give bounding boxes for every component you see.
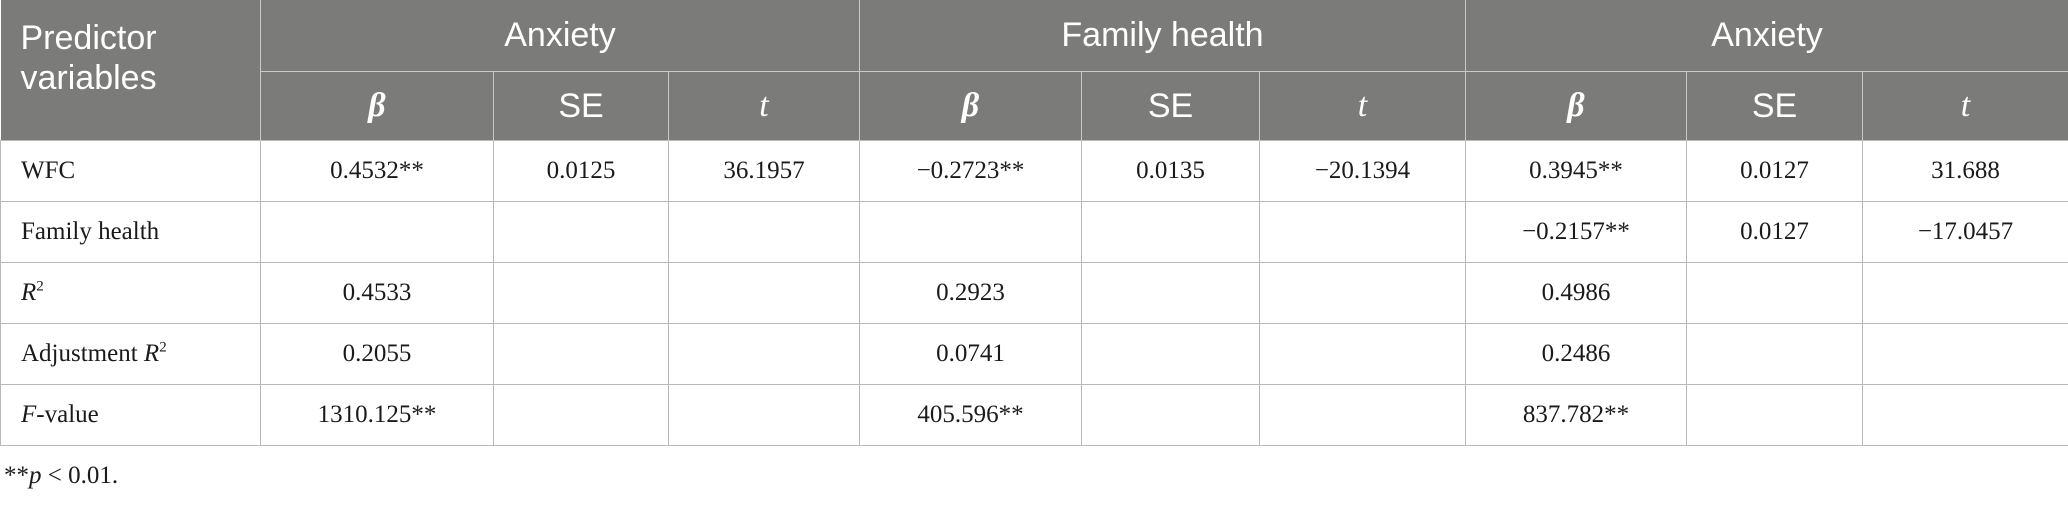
superscript: 2	[36, 278, 44, 295]
table-footnote: **p < 0.01.	[4, 462, 118, 490]
se-header: SE	[1081, 71, 1260, 141]
label-suffix: -value	[36, 401, 99, 428]
se-header: SE	[493, 71, 669, 141]
group-header-anxiety-1: Anxiety	[260, 0, 860, 72]
table-row-f-value: F-value 1310.125** 405.596** 837.782**	[0, 384, 2068, 446]
table-cell: 0.0127	[1686, 140, 1863, 202]
header-row-stats: β SE t β SE t β SE t	[1, 71, 2068, 141]
table-cell: −20.1394	[1259, 140, 1466, 202]
row-label: Family health	[0, 201, 261, 263]
row-label: R2	[0, 262, 261, 324]
table-cell	[1081, 323, 1260, 385]
table-cell	[260, 201, 494, 263]
table-cell	[668, 201, 860, 263]
table-cell	[668, 262, 860, 324]
beta-header: β	[859, 71, 1082, 141]
table-cell	[1862, 384, 2068, 446]
row-label: WFC	[0, 140, 261, 202]
t-header: t	[1259, 71, 1466, 141]
table-cell	[493, 323, 669, 385]
table-cell	[1259, 262, 1466, 324]
t-header: t	[668, 71, 860, 141]
f-symbol: F	[21, 401, 37, 428]
table-cell: 837.782**	[1465, 384, 1687, 446]
table-cell: 0.4532**	[260, 140, 494, 202]
predictor-variables-header: Predictor variables	[0, 0, 261, 141]
footnote-text: < 0.01.	[41, 462, 119, 489]
table-cell: 405.596**	[859, 384, 1082, 446]
table-cell: 0.4986	[1465, 262, 1687, 324]
group-header-family-health: Family health	[859, 0, 1466, 72]
table-row-adjusted-r-squared: Adjustment R2 0.2055 0.0741 0.2486	[0, 323, 2068, 385]
table-cell	[1686, 384, 1863, 446]
table-cell: 31.688	[1862, 140, 2068, 202]
table-row-r-squared: R2 0.4533 0.2923 0.4986	[0, 262, 2068, 324]
table-cell: 0.3945**	[1465, 140, 1687, 202]
table-cell	[1081, 262, 1260, 324]
header-row-groups: Predictor variables Anxiety Family healt…	[0, 0, 2068, 141]
r-symbol: R	[143, 340, 160, 367]
table-cell: −0.2723**	[859, 140, 1082, 202]
r-symbol: R	[21, 279, 37, 306]
table-cell: 0.4533	[260, 262, 494, 324]
table-row-wfc: WFC 0.4532** 0.0125 36.1957 −0.2723** 0.…	[0, 140, 2068, 202]
table-cell: 0.0135	[1081, 140, 1260, 202]
table-cell	[1862, 323, 2068, 385]
table-cell	[1259, 384, 1466, 446]
table-cell	[1686, 262, 1863, 324]
row-label: F-value	[0, 384, 261, 446]
table-cell: 0.0125	[493, 140, 669, 202]
table-cell: 0.2055	[260, 323, 494, 385]
table-cell	[1862, 262, 2068, 324]
footnote-stars: **	[4, 462, 29, 489]
beta-header: β	[1465, 71, 1687, 141]
se-header: SE	[1686, 71, 1863, 141]
table-cell	[1259, 201, 1466, 263]
table-cell	[1686, 323, 1863, 385]
table-cell: 36.1957	[668, 140, 860, 202]
table-cell	[493, 384, 669, 446]
table-cell	[859, 201, 1082, 263]
table-cell	[1259, 323, 1466, 385]
table-cell: 0.0127	[1686, 201, 1863, 263]
beta-header: β	[260, 71, 494, 141]
t-header: t	[1862, 71, 2068, 141]
row-label: Adjustment R2	[0, 323, 261, 385]
group-header-anxiety-2: Anxiety	[1465, 0, 2068, 72]
table-cell: 0.2923	[859, 262, 1082, 324]
superscript: 2	[159, 339, 167, 356]
table-cell: −0.2157**	[1465, 201, 1687, 263]
table-row-family-health: Family health −0.2157** 0.0127 −17.0457	[0, 201, 2068, 263]
table-cell: 0.2486	[1465, 323, 1687, 385]
regression-table: Predictor variables Anxiety Family healt…	[0, 0, 2068, 446]
table-cell	[493, 201, 669, 263]
table-cell: 0.0741	[859, 323, 1082, 385]
table-cell	[493, 262, 669, 324]
table-cell: 1310.125**	[260, 384, 494, 446]
table-cell	[1081, 201, 1260, 263]
table-cell	[668, 384, 860, 446]
label-prefix: Adjustment	[21, 340, 144, 367]
table-cell	[668, 323, 860, 385]
table-cell: −17.0457	[1862, 201, 2068, 263]
table-cell	[1081, 384, 1260, 446]
footnote-p: p	[29, 462, 42, 489]
